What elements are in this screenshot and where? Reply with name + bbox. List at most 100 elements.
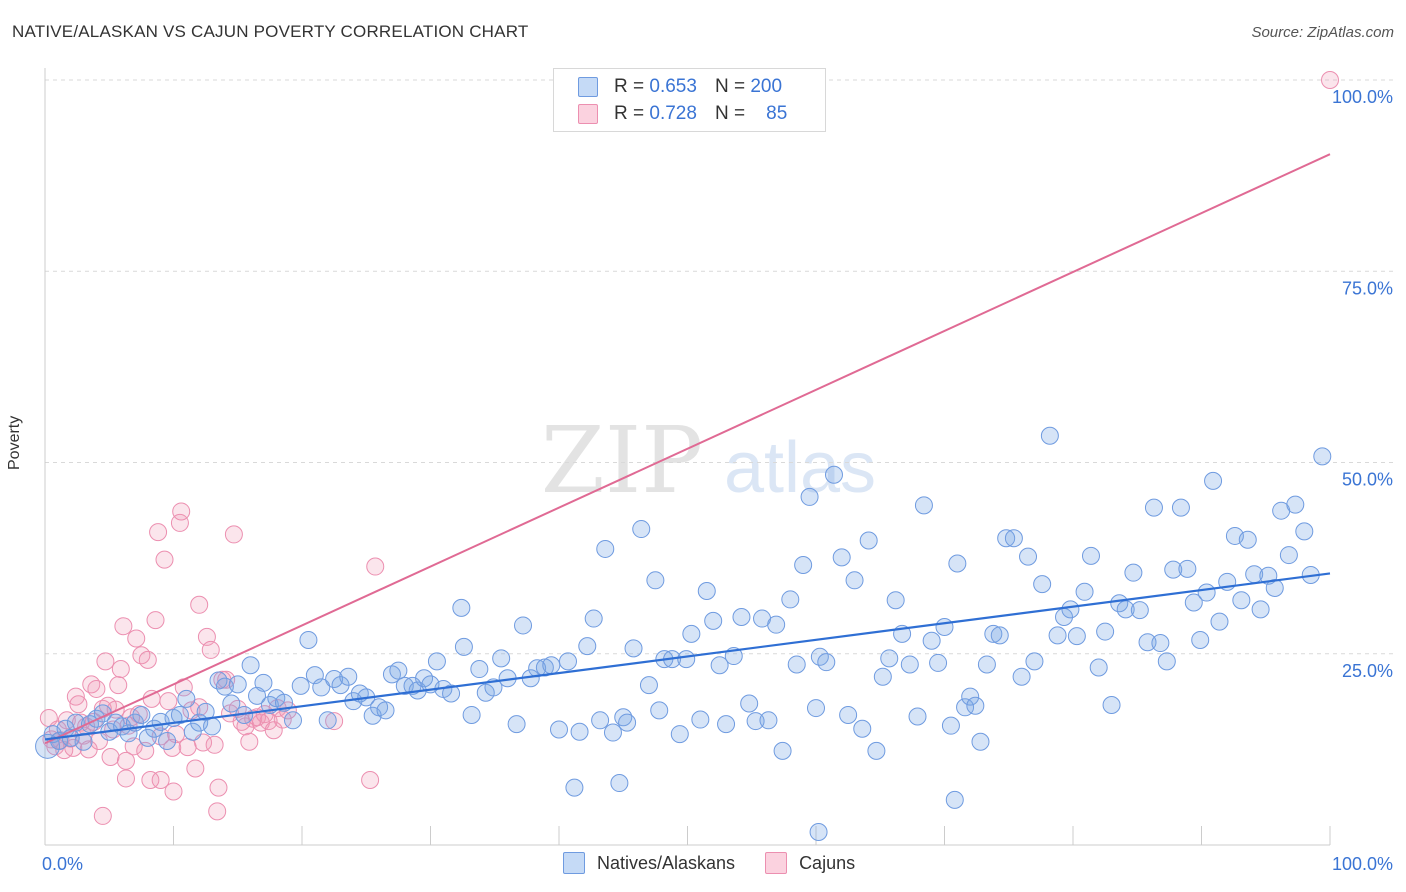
native-point xyxy=(1178,559,1197,578)
native-point xyxy=(781,590,800,609)
native-point xyxy=(767,615,786,634)
native-point xyxy=(470,660,489,679)
native-point xyxy=(704,611,723,630)
cajun-point xyxy=(159,692,178,711)
native-point xyxy=(691,710,710,729)
cajun-point xyxy=(170,513,189,532)
native-point xyxy=(670,725,689,744)
native-point xyxy=(492,649,511,668)
native-point xyxy=(746,712,765,731)
legend-r-value: 0.653 xyxy=(649,76,697,97)
native-point xyxy=(873,667,892,686)
native-point xyxy=(228,675,247,694)
native-point xyxy=(794,556,813,575)
native-point xyxy=(462,705,481,724)
cajun-point xyxy=(201,640,220,659)
source-label: Source: ZipAtlas.com xyxy=(1251,24,1394,41)
native-point xyxy=(158,731,177,750)
legend-item-natives[interactable]: Natives/Alaskans xyxy=(597,852,736,873)
native-point xyxy=(977,655,996,674)
legend-item-cajuns[interactable]: Cajuns xyxy=(799,852,856,873)
native-point xyxy=(1191,630,1210,649)
cajun-point xyxy=(116,769,135,788)
watermark-zip: ZIP xyxy=(541,407,703,514)
cajun-point xyxy=(138,650,157,669)
native-point xyxy=(241,656,260,675)
cajun-point xyxy=(69,695,88,714)
native-point xyxy=(452,598,471,617)
native-point xyxy=(1286,495,1305,514)
native-point xyxy=(817,653,836,672)
native-point xyxy=(1089,658,1108,677)
cajun-point xyxy=(361,770,380,789)
native-point xyxy=(1004,529,1023,548)
cajun-point xyxy=(205,735,224,754)
legend-row-cajuns: R = 0.728 N = 85 xyxy=(578,102,787,126)
cajun-trendline xyxy=(44,153,1331,745)
native-point xyxy=(578,637,597,656)
native-point xyxy=(183,722,202,741)
native-point xyxy=(984,624,1003,643)
cajun-point xyxy=(190,595,209,614)
native-point xyxy=(1025,652,1044,671)
cajun-point xyxy=(325,712,344,731)
legend-n-label: N = xyxy=(714,103,746,124)
cajun-point xyxy=(142,689,161,708)
cajun-point xyxy=(259,712,278,731)
native-point xyxy=(284,711,303,730)
x-tick-label: 0.0% xyxy=(42,854,83,874)
cajun-point xyxy=(1321,71,1339,89)
native-point xyxy=(966,696,985,715)
native-point xyxy=(1067,627,1086,646)
cajun-point xyxy=(111,660,130,679)
native-point xyxy=(442,684,461,703)
native-point xyxy=(971,732,990,751)
native-point xyxy=(1313,447,1332,466)
native-point xyxy=(1164,560,1183,579)
native-point xyxy=(922,631,941,650)
legend-n-value: 85 xyxy=(766,103,788,124)
legend-r-label: R = xyxy=(614,76,645,97)
cajun-point xyxy=(127,629,146,648)
native-point xyxy=(1157,652,1176,671)
native-point xyxy=(914,496,933,515)
native-point xyxy=(1048,626,1067,645)
native-point xyxy=(941,716,960,735)
cajun-point xyxy=(101,748,120,767)
native-point xyxy=(773,741,792,760)
native-point xyxy=(248,686,267,705)
chart-title: NATIVE/ALASKAN VS CAJUN POVERTY CORRELAT… xyxy=(12,22,529,41)
native-point xyxy=(839,705,858,724)
native-point xyxy=(299,630,318,649)
native-point xyxy=(717,715,736,734)
cajun-point xyxy=(151,727,170,746)
native-point xyxy=(291,676,310,695)
cajun-point xyxy=(93,806,112,825)
native-point xyxy=(824,465,843,484)
native-point xyxy=(550,720,568,739)
legend-row-natives: R = 0.653 N = 200 xyxy=(578,75,782,99)
native-point xyxy=(1040,426,1059,445)
native-point xyxy=(1019,547,1038,566)
native-point xyxy=(853,719,872,738)
native-point xyxy=(787,655,806,674)
cajun-point xyxy=(116,751,135,770)
native-point xyxy=(312,678,331,697)
native-point xyxy=(990,626,1009,645)
native-point xyxy=(677,650,696,669)
native-point xyxy=(170,705,189,724)
native-point xyxy=(1232,591,1251,610)
cajun-point xyxy=(240,732,259,751)
native-point xyxy=(565,778,584,797)
native-point xyxy=(1102,696,1121,715)
cajun-point xyxy=(132,646,151,665)
cajun-point xyxy=(186,759,205,778)
native-point xyxy=(961,687,980,706)
native-point xyxy=(1197,583,1216,602)
native-point xyxy=(376,701,395,720)
cajun-point xyxy=(146,611,165,630)
native-point xyxy=(596,539,615,558)
native-point xyxy=(997,529,1016,548)
native-point xyxy=(1151,634,1170,653)
